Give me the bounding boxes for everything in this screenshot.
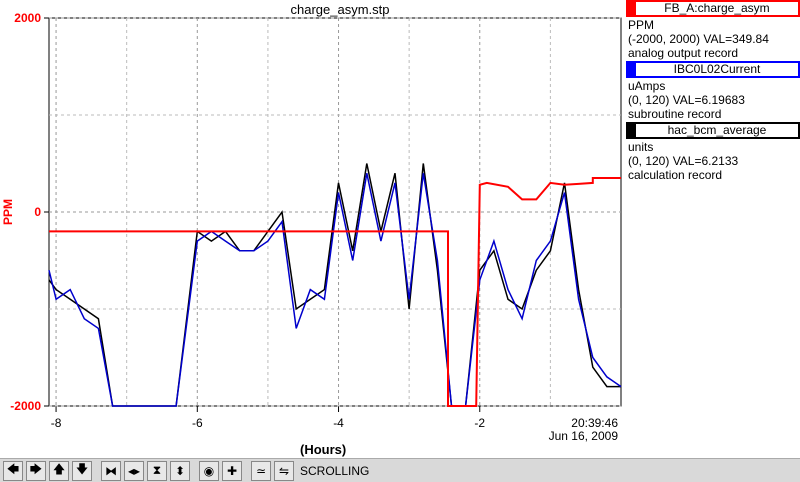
autoscale-icon[interactable]: ≃	[251, 460, 271, 481]
legend-record: subroutine record	[628, 107, 722, 121]
legend-range: (-2000, 2000) VAL=349.84	[628, 32, 769, 46]
arrow-right-icon[interactable]: 🡆	[26, 460, 46, 481]
toolbar-spacer	[190, 461, 196, 481]
zoom-out-horizontal-icon[interactable]: ◂▸	[124, 460, 144, 481]
x-tick-label: -8	[51, 416, 62, 430]
legend-entry[interactable]: hac_bcm_average units (0, 120) VAL=6.2133 c…	[624, 122, 800, 182]
legend-trace-name[interactable]: hac_bcm_average	[626, 122, 800, 139]
legend-trace-name[interactable]: IBC0L02Current	[626, 61, 800, 78]
mode-label: SCROLLING	[300, 463, 370, 478]
arrow-left-icon[interactable]: 🡄	[3, 460, 23, 481]
legend-record: analog output record	[628, 46, 739, 60]
timestamp: 20:39:46 Jun 16, 2009	[538, 417, 618, 443]
toolbar: 🡄 🡆 🡅 🡇 ⧓ ◂▸ ⧗ ⬍ ◉ ✚ ≃ ⇋ SCROLLING	[0, 458, 800, 482]
series-line-IBC0L02Current	[48, 173, 622, 407]
y-tick-label: 2000	[14, 11, 41, 25]
legend-range: (0, 120) VAL=6.19683	[628, 93, 745, 107]
legend: FB_A:charge_asym PPM (-2000, 2000) VAL=349…	[624, 0, 800, 183]
x-tick-label: -6	[192, 416, 203, 430]
add-icon[interactable]: ✚	[222, 460, 242, 481]
toolbar-spacer	[242, 461, 248, 481]
legend-range: (0, 120) VAL=6.2133	[628, 154, 739, 168]
series-line-FB_A:charge_asym	[49, 177, 621, 407]
fit-icon[interactable]: ⇋	[274, 460, 294, 481]
legend-unit: units	[628, 140, 654, 154]
legend-unit: PPM	[628, 18, 655, 32]
date-label: Jun 16, 2009	[548, 429, 618, 443]
y-tick-label: -2000	[10, 399, 41, 413]
legend-entry[interactable]: FB_A:charge_asym PPM (-2000, 2000) VAL=349…	[624, 0, 800, 60]
y-axis-label: PPM	[1, 199, 15, 225]
strip-chart[interactable]: -8 -6 -4 -2 2000 0 -2000 PPM	[0, 0, 624, 458]
zoom-out-vertical-icon[interactable]: ⬍	[170, 460, 190, 481]
zoom-in-vertical-icon[interactable]: ⧗	[147, 460, 167, 481]
arrow-down-icon[interactable]: 🡇	[72, 460, 92, 481]
time-label: 20:39:46	[571, 416, 618, 430]
legend-trace-name[interactable]: FB_A:charge_asym	[626, 0, 800, 17]
zoom-in-horizontal-icon[interactable]: ⧓	[101, 460, 121, 481]
chart-title: charge_asym.stp	[290, 2, 390, 17]
legend-record: calculation record	[628, 168, 723, 182]
toolbar-spacer	[92, 461, 98, 481]
record-icon[interactable]: ◉	[199, 460, 219, 481]
y-tick-label: 0	[34, 205, 41, 219]
x-tick-label: -2	[474, 416, 485, 430]
arrow-up-icon[interactable]: 🡅	[49, 460, 69, 481]
x-axis-label: (Hours)	[300, 442, 347, 457]
legend-unit: uAmps	[628, 79, 666, 93]
legend-entry[interactable]: IBC0L02Current uAmps (0, 120) VAL=6.19683 s…	[624, 61, 800, 121]
x-tick-label: -4	[333, 416, 344, 430]
